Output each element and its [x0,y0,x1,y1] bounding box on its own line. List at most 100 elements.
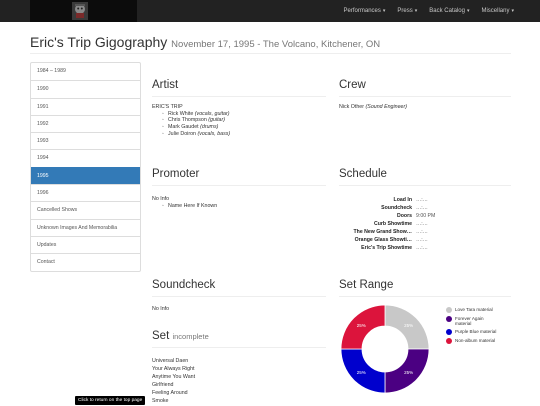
sidebar-item-1993[interactable]: 1993 [31,132,140,149]
crew-divider [339,96,511,97]
schedule-value: …:… [416,229,428,235]
schedule-label: Doors [397,213,412,219]
promoter-divider [152,185,326,186]
legend-label: Non-album material [455,337,496,343]
title-divider [30,53,511,54]
sidebar-item-1991[interactable]: 1991 [31,97,140,115]
schedule-value: …:… [416,205,428,211]
set-range-donut-chart: 25% 25% 25% 25% [340,304,430,394]
sidebar-item-updates[interactable]: Updates [31,235,140,253]
donut-slice-label: 25% [404,370,413,375]
member-role: (drums) [200,124,219,131]
schedule-row: Load In …:… [339,196,435,204]
legend-label: Purple Blue material [455,329,497,335]
soundcheck-divider [152,296,326,297]
set-heading: Set incomplete [152,330,209,342]
schedule-label: The New Grand Show… [353,229,412,235]
member-item: Mark Gaudet (drums) [162,124,230,131]
nav-label: Performances [343,8,381,14]
artist-divider [152,96,326,97]
schedule-label: Eric's Trip Showtime [361,245,412,251]
page-title: Eric's Trip Gigography November 17, 1995… [30,34,380,50]
schedule-row: Soundcheck …:… [339,204,435,212]
nav-back-catalog[interactable]: Back Catalog ▾ [429,8,469,14]
nav-press[interactable]: Press ▾ [397,8,417,14]
nav-menu: Performances ▾ Press ▾ Back Catalog ▾ Misce… [332,0,514,22]
sidebar-item-1994[interactable]: 1994 [31,149,140,166]
soundcheck-heading: Soundcheck [152,279,216,291]
setrange-divider [339,296,511,297]
crew-member: Nick Other (Sound Engineer) [339,104,407,111]
legend-item: Love Tara material [446,307,501,313]
setlist-song: Your Always Right [152,366,195,373]
nav-performances[interactable]: Performances ▾ [344,8,386,14]
schedule-divider [339,185,511,186]
setlist-song: Girlfriend [152,382,174,389]
member-role: (vocals, bass) [197,130,231,137]
set-heading-text: Set [152,330,170,342]
schedule-label: Curb Showtime [373,221,412,227]
setlist: Universal Daen Your Always Right Anytime… [152,357,195,406]
back-to-top-button[interactable]: Click to return on the top page [75,396,146,405]
legend-item: Non-album material [446,337,501,344]
year-sidebar: 1984 – 1989 1990 1991 1992 1993 1994 199… [30,62,141,272]
nav-miscellany[interactable]: Miscellany ▾ [481,8,514,14]
schedule-label: Orange Glass Showti… [354,237,412,243]
legend-item: Purple Blue material [446,329,501,336]
schedule-value: …:… [416,237,428,243]
sidebar-item-unknown-images[interactable]: Unknown Images And Memorabilia [31,218,140,236]
schedule-row: Orange Glass Showti… …:… [339,236,435,244]
promoter-block: No Info Name Here If Known [152,196,217,209]
member-role: (vocals, guitar) [194,110,230,117]
legend-label: Love Tara material [455,307,493,312]
nav-label: Miscellany [481,8,510,14]
legend-item: Forever Again material [446,315,501,327]
schedule-row: Eric's Trip Showtime …:… [339,244,435,252]
crew-heading: Crew [339,79,366,91]
promoter-heading: Promoter [152,168,200,180]
caret-down-icon: ▾ [511,8,514,14]
sidebar-item-1995[interactable]: 1995 [31,166,140,185]
schedule-row: Curb Showtime …:… [339,220,435,228]
nav-label: Press [397,8,413,14]
sidebar-item-cancelled-shows[interactable]: Cancelled Shows [31,201,140,218]
schedule-table: Load In …:… Soundcheck …:… Doors 9:00 PM Cu… [339,196,435,252]
sidebar-item-contact[interactable]: Contact [31,253,140,270]
sidebar-item-1992[interactable]: 1992 [31,114,140,132]
artist-heading: Artist [152,79,179,91]
member-name: Rick White [168,110,194,117]
member-name: Mark Gaudet [168,124,199,131]
donut-slice-label: 25% [404,323,413,328]
schedule-value: …:… [416,245,428,251]
donut-slice-label: 25% [357,370,366,375]
sidebar-item-1990[interactable]: 1990 [31,80,140,97]
legend-swatch [446,315,452,322]
caret-down-icon: ▾ [466,8,470,14]
legend-swatch [446,337,452,344]
promoter-list: Name Here If Known [162,203,217,210]
member-item: Rick White (vocals, guitar) [162,111,230,118]
crew-name: Nick Other [339,104,365,110]
schedule-row: Doors 9:00 PM [339,212,435,220]
soundcheck-info: No Info [152,306,170,312]
schedule-value: 9:00 PM [416,213,436,219]
schedule-row: The New Grand Show… …:… [339,228,435,236]
site-logo[interactable] [30,0,137,22]
member-role: (guitar) [208,117,226,124]
logo-emblem-icon [72,2,88,20]
nav-label: Back Catalog [429,8,465,14]
schedule-value: …:… [416,221,428,227]
crew-role: (Sound Engineer) [365,104,408,110]
legend-swatch [446,329,452,336]
set-divider [152,347,326,348]
set-status: incomplete [172,332,209,341]
page-title-text: Eric's Trip Gigography [30,34,168,50]
donut-slice-4 [340,304,386,350]
legend-label: Forever Again material [455,315,484,327]
schedule-label: Soundcheck [381,205,412,211]
sidebar-item-1996[interactable]: 1996 [31,184,140,201]
legend-swatch [446,307,452,313]
sidebar-item-1984-1989[interactable]: 1984 – 1989 [37,68,66,74]
chart-legend: Love Tara material Forever Again materia… [446,307,501,347]
setlist-song: Feeling Around [152,390,188,397]
